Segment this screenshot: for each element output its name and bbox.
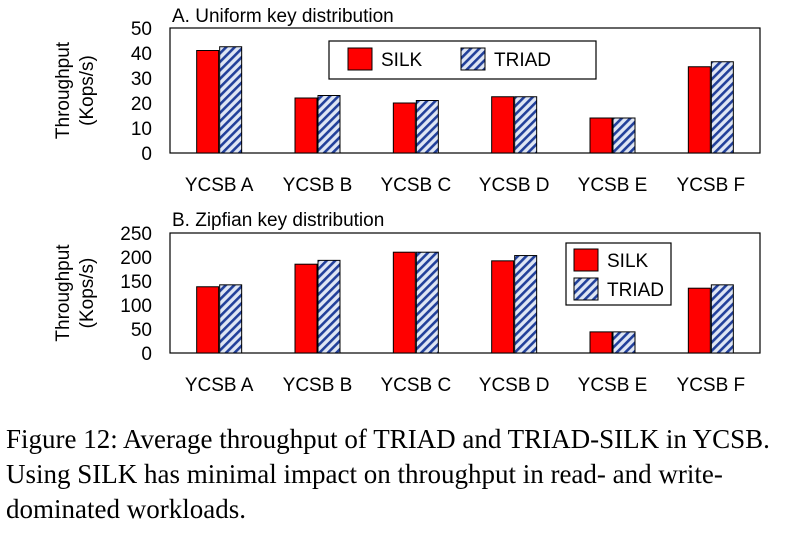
x-category-label: YCSB E [578,175,648,196]
y-tick-label: 100 [120,296,152,317]
chart-legend: SILK TRIAD [565,242,672,306]
chart-legend: SILK TRIAD [328,40,597,80]
y-tick-label: 250 [120,224,152,245]
y-axis-label-line: Throughput [53,244,74,342]
bar-triad [415,251,439,354]
bar-silk [392,251,416,354]
x-category-label: YCSB F [677,375,746,396]
chart-a-uniform: A. Uniform key distribution 0 10 20 30 40 50 Th… [53,6,761,196]
bar-silk [687,287,711,354]
bar-triad [317,259,341,354]
y-tick-label: 20 [131,94,152,115]
y-tick-label: 50 [131,320,152,341]
figure-charts: A. Uniform key distribution 0 10 20 30 40 50 Th… [53,6,761,396]
x-category-label: YCSB C [380,375,451,396]
plot-frame [169,232,761,354]
x-category-label: YCSB F [677,175,746,196]
bar-triad [612,331,636,354]
bar-triad [514,96,538,154]
y-tick-label: 150 [120,272,152,293]
y-axis-label: Throughput (Kops/s) [53,244,98,342]
chart-title: A. Uniform key distribution [172,6,394,27]
y-tick-label: 40 [131,44,152,65]
x-category-label: YCSB C [380,175,451,196]
x-category-label: YCSB B [283,375,353,396]
plot-frame [169,27,761,154]
bar-silk [491,260,515,354]
x-category-label: YCSB B [283,175,353,196]
y-tick-label: 200 [120,248,152,269]
bar-silk [491,96,515,154]
legend-swatch-triad [573,277,599,301]
bar-triad [710,284,734,354]
y-tick-label: 30 [131,69,152,90]
y-axis-label: Throughput (Kops/s) [53,41,98,139]
bar-triad [514,255,538,354]
bar-silk [196,50,220,154]
bar-silk [687,66,711,154]
chart-b-zipfian: B. Zipfian key distribution 0 50 100 150 200 2… [53,210,761,396]
bar-silk [589,331,613,354]
legend-label-silk: SILK [607,251,649,272]
x-category-label: YCSB D [479,375,550,396]
bar-triad [612,117,636,154]
figure-caption: Figure 12: Average throughput of TRIAD a… [6,424,770,524]
y-axis-label-line: Throughput [53,41,74,139]
y-tick-label: 10 [131,119,152,140]
bar-triad [415,100,439,154]
legend-swatch-silk [573,248,599,272]
legend-box [328,40,597,80]
bar-silk [294,263,318,354]
y-tick-label: 0 [141,144,152,165]
bar-silk [196,286,220,354]
bar-triad [219,46,243,154]
y-axis-label-line: (Kops/s) [77,55,98,126]
bar-triad [710,61,734,154]
legend-swatch-silk [347,47,373,71]
bar-silk [294,97,318,154]
legend-label-triad: TRIAD [607,280,664,301]
legend-swatch-triad [460,47,486,71]
x-category-label: YCSB A [185,175,254,196]
y-tick-label: 0 [141,344,152,365]
x-category-label: YCSB D [479,175,550,196]
chart-title: B. Zipfian key distribution [172,210,384,231]
bar-triad [219,284,243,354]
y-axis-label-line: (Kops/s) [77,258,98,329]
bar-silk [392,102,416,154]
bar-triad [317,95,341,154]
x-category-label: YCSB E [578,375,648,396]
y-tick-label: 50 [131,19,152,40]
x-category-label: YCSB A [185,375,254,396]
legend-label-silk: SILK [381,50,423,71]
legend-label-triad: TRIAD [494,50,551,71]
bar-silk [589,117,613,154]
